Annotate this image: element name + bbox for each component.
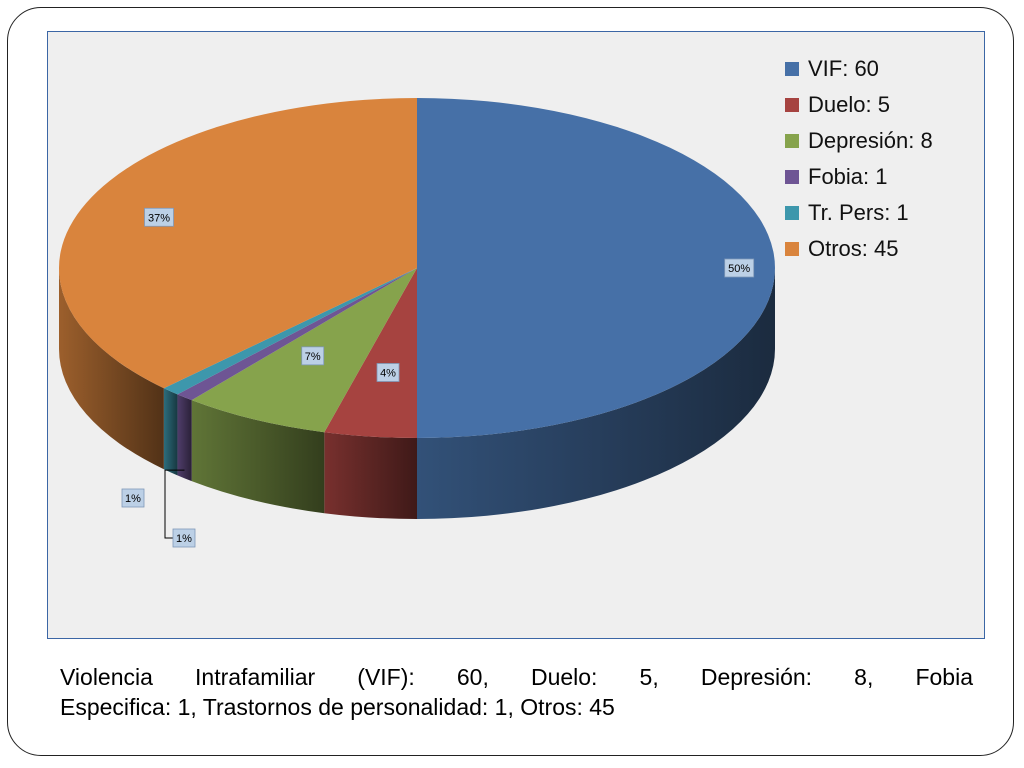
- legend-item: VIF: 60: [785, 51, 933, 87]
- pie-chart: 50% 4% 7% 1% 1% 37%: [58, 98, 775, 548]
- data-label-box: [144, 207, 174, 227]
- data-label-box: [301, 346, 325, 366]
- legend-swatch: [785, 98, 799, 112]
- data-label-box: [724, 258, 755, 278]
- legend-swatch: [785, 134, 799, 148]
- pie-side-vif: [417, 268, 775, 519]
- legend-label: Fobia: 1: [808, 164, 888, 189]
- data-labels: 50% 4% 7% 1% 1% 37%: [121, 207, 755, 548]
- legend-label: Otros: 45: [808, 236, 899, 261]
- caption-line-1: Violencia Intrafamiliar (VIF): 60, Duelo…: [60, 664, 973, 690]
- chart-area: 50% 4% 7% 1% 1% 37% VIF: 60 Duelo: 5 Depresión:…: [47, 31, 985, 639]
- legend-label: VIF: 60: [808, 56, 879, 81]
- pie-side-depresi-n: [191, 400, 325, 514]
- pie-side-duelo: [324, 432, 417, 519]
- legend-swatch: [785, 170, 799, 184]
- pie-slice-otros: [58, 98, 417, 389]
- data-label-box: [376, 363, 400, 382]
- data-label-otros: 37%: [148, 212, 170, 224]
- pie-side-otros: [59, 268, 164, 470]
- pie-sides: [59, 268, 775, 519]
- data-label-box: [172, 528, 196, 548]
- leader-line: [164, 469, 185, 539]
- legend-swatch: [785, 206, 799, 220]
- legend-item: Tr. Pers: 1: [785, 195, 933, 231]
- data-label-box: [121, 488, 145, 508]
- data-label-tr-pers: 1%: [125, 493, 141, 505]
- legend-label: Tr. Pers: 1: [808, 200, 909, 225]
- legend-item: Depresión: 8: [785, 123, 933, 159]
- legend-swatch: [785, 242, 799, 256]
- caption-line-2: Especifica: 1, Trastornos de personalida…: [60, 694, 615, 720]
- legend-label: Depresión: 8: [808, 128, 933, 153]
- data-label-fobia: 1%: [176, 533, 192, 545]
- pie-side-fobia: [177, 394, 192, 482]
- pie-side-tr-pers: [163, 388, 178, 476]
- legend-item: Otros: 45: [785, 231, 933, 267]
- data-label-vif: 50%: [728, 263, 750, 275]
- pie-slice-vif: [417, 98, 775, 438]
- legend-label: Duelo: 5: [808, 92, 890, 117]
- legend-swatch: [785, 62, 799, 76]
- legend-item: Duelo: 5: [785, 87, 933, 123]
- caption: Violencia Intrafamiliar (VIF): 60, Duelo…: [60, 662, 973, 722]
- legend: VIF: 60 Duelo: 5 Depresión: 8 Fobia: 1 Tr. P…: [785, 51, 933, 267]
- legend-item: Fobia: 1: [785, 159, 933, 195]
- pie-slice-duelo: [324, 268, 417, 438]
- data-label-depresi-n: 7%: [305, 351, 321, 363]
- pie-slice-tr-pers: [163, 268, 417, 395]
- pie-slice-fobia: [177, 268, 417, 401]
- data-label-duelo: 4%: [380, 367, 396, 379]
